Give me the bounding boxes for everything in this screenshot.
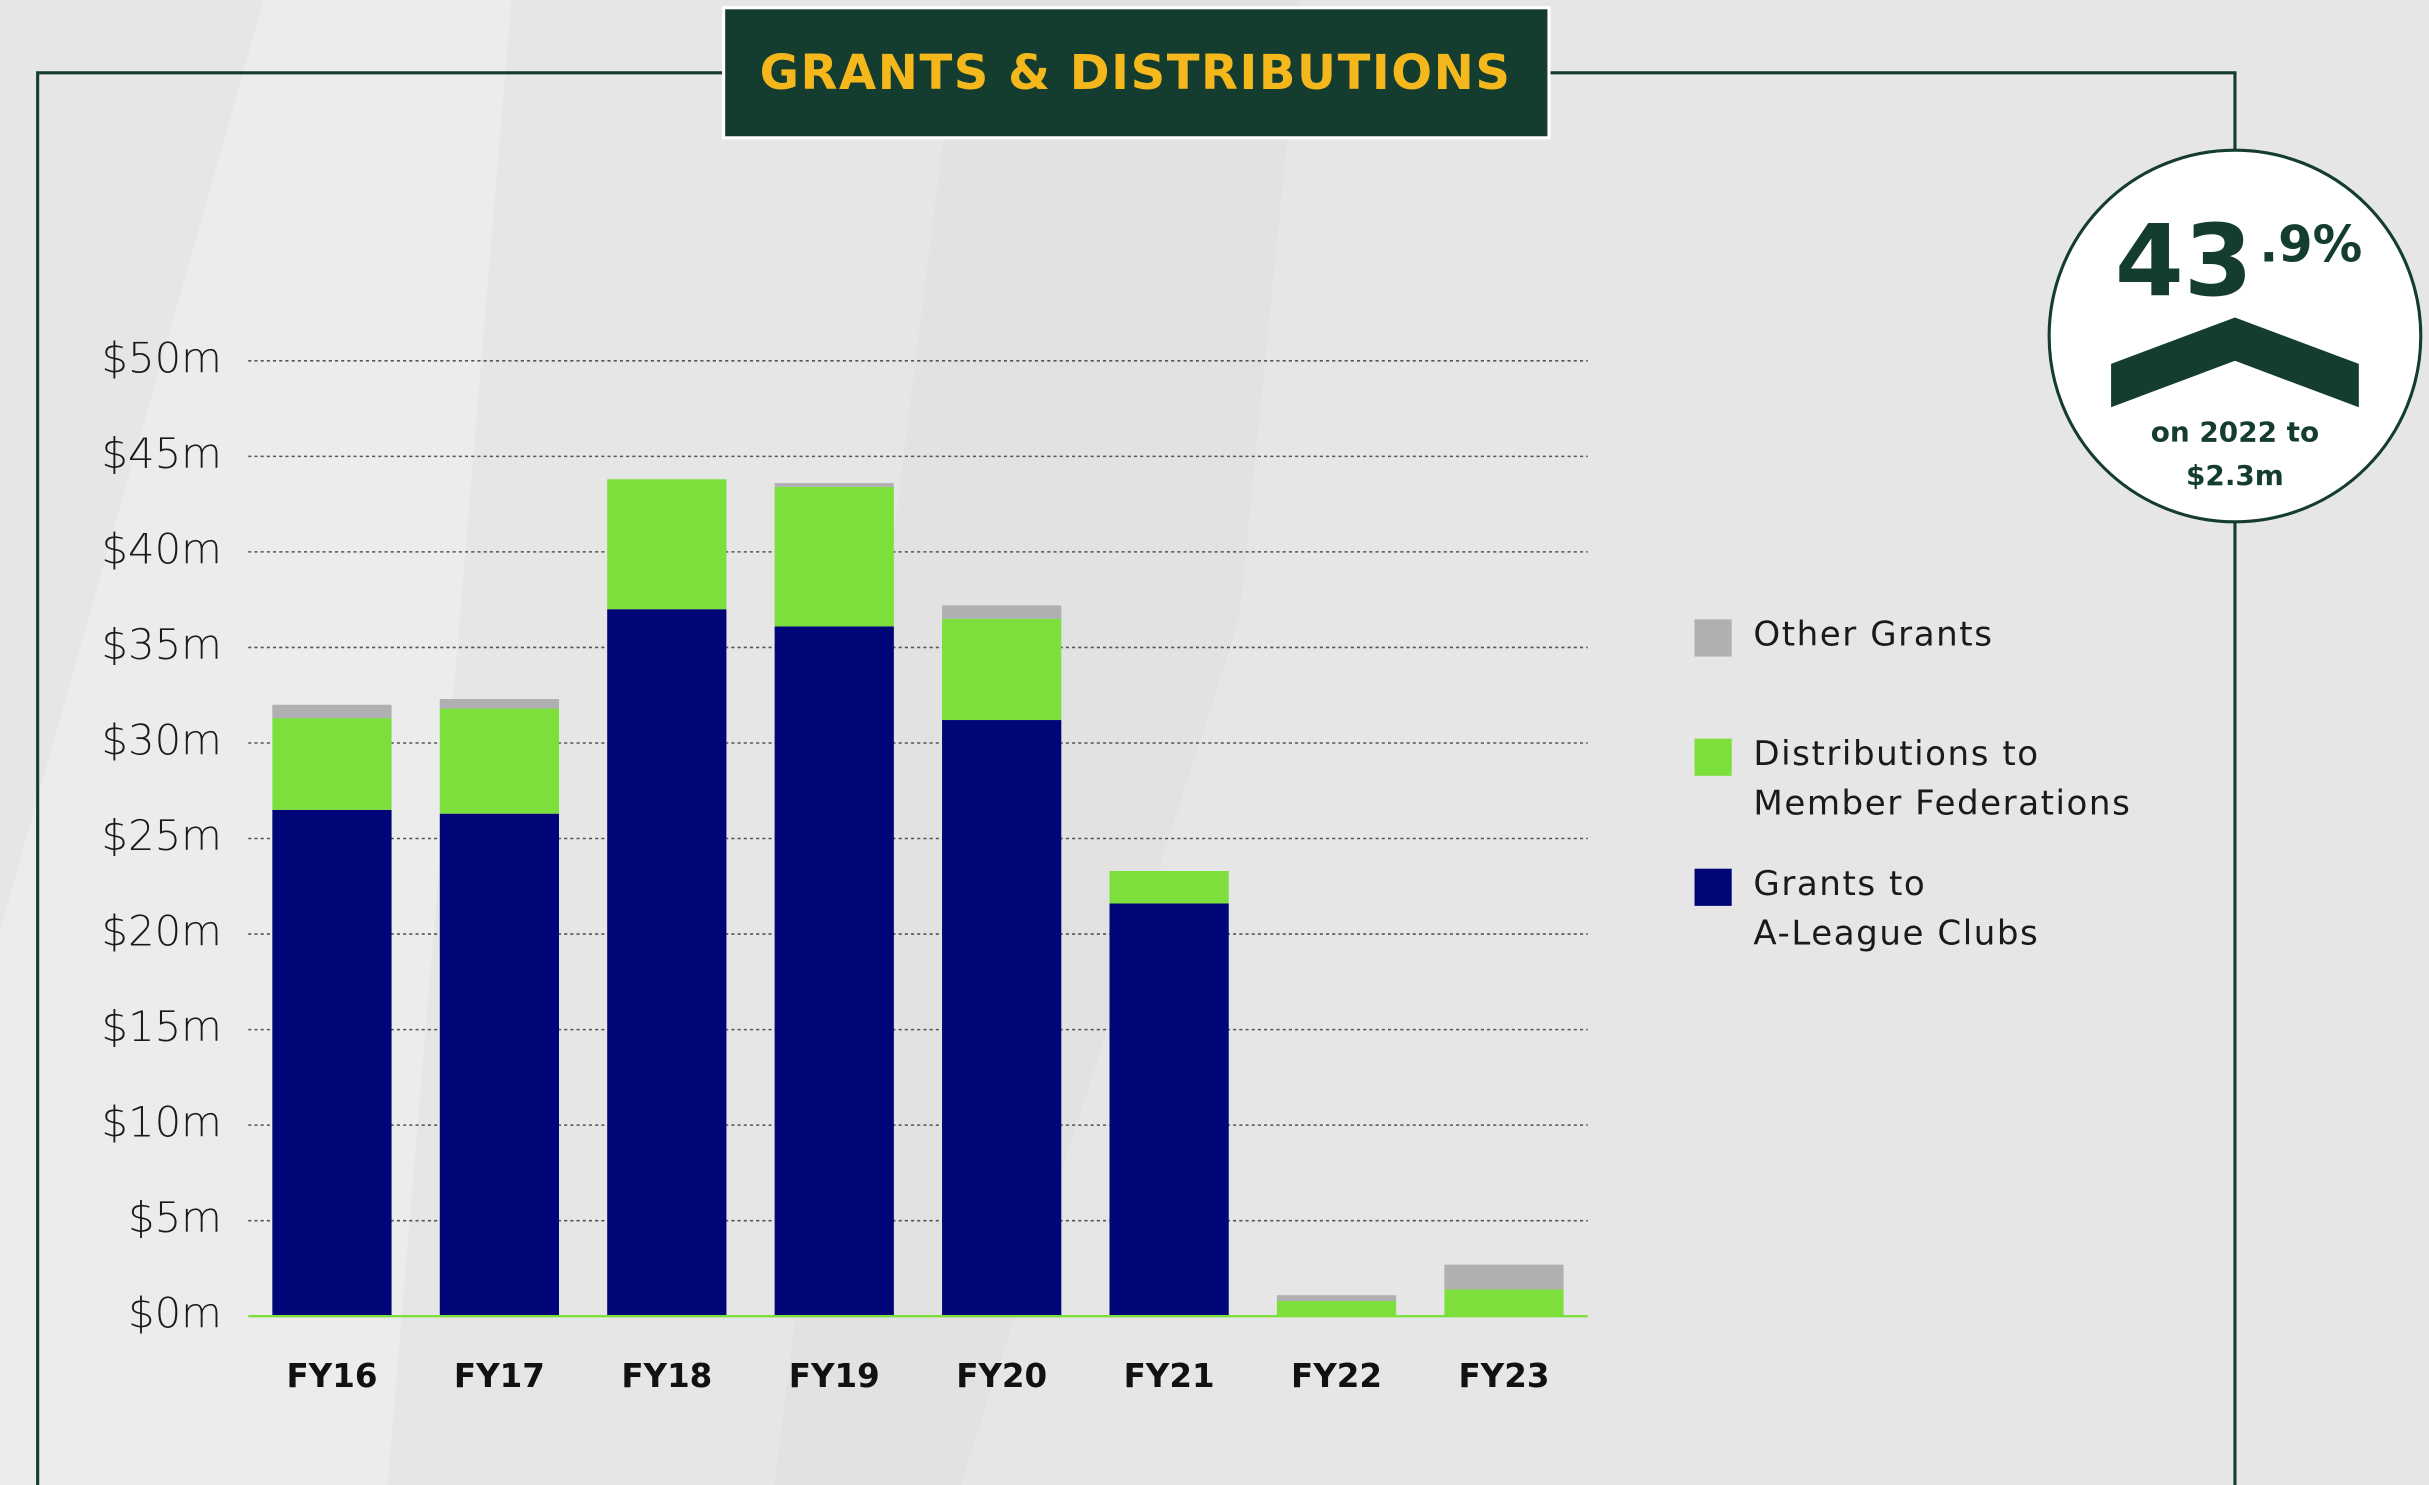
y-tick-label: $0m: [128, 1289, 222, 1338]
x-tick-label: FY22: [1291, 1357, 1382, 1395]
frame: [36, 71, 2237, 1485]
bar-segment: [774, 626, 894, 1317]
badge-text: $2.3m: [2186, 459, 2284, 492]
bar-segment: [607, 609, 727, 1317]
bar-segment: [1109, 903, 1229, 1317]
bar-segment: [439, 699, 560, 709]
badge-arrow: [2111, 317, 2359, 408]
y-tick-label: $30m: [101, 715, 221, 764]
y-tick-label: $50m: [101, 333, 221, 382]
x-tick-label: FY23: [1458, 1357, 1549, 1395]
legend-label: Distributions to Member Federations: [1753, 735, 2132, 824]
bar-segment: [1444, 1264, 1564, 1290]
bar-segment: [272, 809, 392, 1317]
y-tick-label: $20m: [101, 907, 221, 956]
bar-segment: [942, 618, 1062, 721]
legend-swatch: [1694, 738, 1732, 776]
badge-number: 43: [2115, 204, 2253, 319]
bar-segment: [1109, 870, 1229, 904]
x-tick-label: FY19: [789, 1357, 880, 1395]
y-tick-label: $45m: [101, 429, 221, 478]
bar-segment: [1444, 1289, 1564, 1317]
legend-swatch: [1694, 619, 1732, 657]
y-tick-label: $15m: [101, 1002, 221, 1051]
x-tick-label: FY18: [621, 1357, 712, 1395]
bar-segment: [439, 813, 560, 1317]
x-tick-label: FY16: [286, 1357, 377, 1395]
legend-label: Other Grants: [1753, 616, 1994, 656]
bar-segment: [774, 483, 894, 487]
legend-swatch: [1694, 868, 1732, 906]
title-box: [722, 6, 1551, 140]
bar-segment: [439, 708, 560, 814]
x-tick-label: FY20: [956, 1357, 1047, 1395]
y-tick-label: $10m: [101, 1098, 221, 1147]
bar-segment: [272, 718, 392, 810]
bar-segment: [272, 704, 392, 719]
bar-segment: [774, 486, 894, 627]
bar-segment: [607, 479, 727, 610]
x-tick-label: FY21: [1124, 1357, 1215, 1395]
badge-decimal: .9%: [2259, 215, 2362, 273]
chart-title: GRANTS & DISTRIBUTIONS: [760, 45, 1512, 101]
y-tick-label: $35m: [101, 620, 221, 669]
badge-text: on 2022 to: [2151, 416, 2319, 449]
legend-item: Other Grants: [1753, 616, 1994, 656]
bar-segment: [1276, 1295, 1397, 1301]
y-tick-label: $40m: [101, 524, 221, 573]
y-tick-label: $5m: [128, 1193, 222, 1242]
legend-label: Grants to A-League Clubs: [1753, 865, 2040, 954]
y-tick-label: $25m: [101, 811, 221, 860]
legend-item: Distributions to Member Federations: [1753, 735, 2132, 824]
bar-segment: [942, 720, 1062, 1317]
bar-segment: [1276, 1300, 1397, 1317]
x-tick-label: FY17: [454, 1357, 545, 1395]
legend-item: Grants to A-League Clubs: [1753, 865, 2040, 954]
bar-segment: [942, 605, 1062, 619]
